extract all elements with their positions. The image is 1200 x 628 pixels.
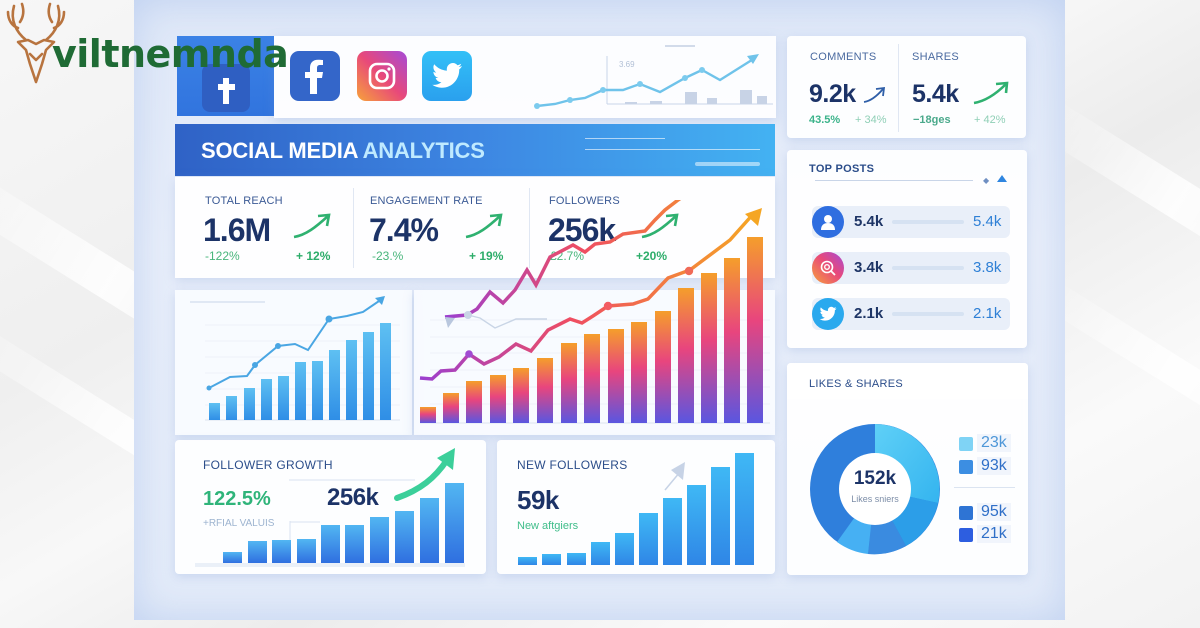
trend-up-icon <box>293 213 331 239</box>
shares-label: SHARES <box>912 51 960 63</box>
comments-sub-right: + 34% <box>855 114 887 126</box>
donut-center-value: 152k <box>853 468 897 489</box>
post-progress-bar <box>892 220 964 224</box>
trend-up-icon <box>465 213 503 239</box>
follower-growth-title: FOLLOWER GROWTH <box>203 458 333 472</box>
top-post-row[interactable]: 3.4k 3.8k <box>812 252 1010 284</box>
comments-sub-left: 43.5% <box>809 114 841 126</box>
brand-name: viltnemnda <box>52 32 289 76</box>
header-mini-chart: 3.69 <box>534 45 773 109</box>
shares-value: 5.4k <box>912 80 959 108</box>
new-followers-chart <box>518 453 754 565</box>
kpi-sub-right: + 12% <box>296 249 331 263</box>
deer-head-icon <box>6 2 66 84</box>
kpi-card <box>175 177 775 278</box>
banner-decoration <box>585 149 760 150</box>
legend-swatch <box>959 460 973 474</box>
shares-sub-right: + 42% <box>974 114 1006 126</box>
instagram-search-icon <box>812 252 844 284</box>
legend-value: 21k <box>977 525 1011 543</box>
post-value-secondary: 2.1k <box>973 305 1002 322</box>
top-posts-divider <box>815 180 973 181</box>
kpi-label-total-reach: TOTAL REACH <box>205 195 283 207</box>
likes-shares-header-band <box>787 363 1028 399</box>
post-value: 2.1k <box>854 305 884 322</box>
legend-value: 23k <box>977 434 1011 452</box>
facebook-button[interactable] <box>290 51 340 101</box>
likes-shares-title: LIKES & SHARES <box>809 378 904 390</box>
banner-decoration <box>585 138 665 139</box>
trend-up-icon <box>863 86 886 103</box>
svg-text:3.69: 3.69 <box>619 60 635 69</box>
legend-swatch <box>959 528 973 542</box>
new-followers-value: 59k <box>517 485 559 515</box>
divider <box>529 188 530 268</box>
shares-sub-left: −18ges <box>913 114 951 126</box>
legend-divider <box>954 487 1015 488</box>
divider <box>898 44 899 132</box>
twitter-icon <box>812 298 844 330</box>
new-followers-card: NEW FOLLOWERS 59k New aftgiers <box>497 440 775 574</box>
kpi-value-total-reach: 1.6M <box>203 212 271 248</box>
legend-swatch <box>959 437 973 451</box>
kpi-value-engagement-rate: 7.4% <box>369 212 439 248</box>
brand-logo: viltnemnda <box>6 2 289 88</box>
post-value-secondary: 3.8k <box>973 259 1002 276</box>
facebook-icon <box>305 59 323 94</box>
post-progress-bar <box>892 312 964 316</box>
new-followers-title: NEW FOLLOWERS <box>517 458 628 472</box>
kpi-sub-left: -23.% <box>372 249 404 263</box>
post-value-secondary: 5.4k <box>973 213 1002 230</box>
likes-shares-card: LIKES & SHARES 152k Likes sniers 23k 93k… <box>787 363 1028 575</box>
follower-growth-percent: 122.5% <box>203 488 271 510</box>
reach-chart <box>190 296 400 421</box>
banner-decoration <box>695 162 760 166</box>
top-post-row[interactable]: 5.4k 5.4k <box>812 206 1010 238</box>
page-title: SOCIAL MEDIA ANALYTICS <box>201 138 485 163</box>
legend-swatch <box>959 506 973 520</box>
legend-value: 95k <box>977 503 1011 521</box>
comments-shares-card: COMMENTS 9.2k 43.5% + 34% SHARES 5.4k −1… <box>787 36 1026 138</box>
follower-growth-card: FOLLOWER GROWTH 122.5% +RFIAL VALUIS 256… <box>175 440 486 574</box>
instagram-icon <box>368 62 396 90</box>
donut-center-label: Likes sniers <box>851 494 899 504</box>
facebook-nav-tile[interactable] <box>177 36 274 116</box>
followers-chart <box>419 200 770 424</box>
kpi-label-followers: FOLLOWERS <box>549 195 620 207</box>
top-posts-title: TOP POSTS <box>809 163 875 175</box>
kpi-sub-right: +20% <box>636 249 668 263</box>
instagram-button[interactable] <box>357 51 407 101</box>
divider <box>353 188 354 268</box>
kpi-sub-left: -122% <box>205 249 240 263</box>
post-progress-bar <box>892 266 964 270</box>
post-value: 5.4k <box>854 213 884 230</box>
expand-icon[interactable]: ◆ <box>983 176 990 185</box>
twitter-icon <box>432 63 462 88</box>
likes-shares-donut <box>810 424 940 555</box>
comments-label: COMMENTS <box>810 51 877 63</box>
facebook-icon <box>202 64 250 112</box>
twitter-button[interactable] <box>422 51 472 101</box>
follower-growth-value: 256k <box>327 484 379 511</box>
reach-chart-card <box>175 290 412 435</box>
kpi-sub-right: + 19% <box>469 249 504 263</box>
new-followers-sub: New aftgiers <box>517 520 579 532</box>
title-banner: SOCIAL MEDIA ANALYTICS <box>175 124 775 176</box>
sort-up-icon[interactable] <box>997 175 1007 182</box>
top-post-row[interactable]: 2.1k 2.1k <box>812 298 1010 330</box>
legend-value: 93k <box>977 457 1011 475</box>
comments-value: 9.2k <box>809 80 856 108</box>
post-value: 3.4k <box>854 259 884 276</box>
follower-growth-sub: +RFIAL VALUIS <box>203 518 275 529</box>
kpi-label-engagement-rate: ENGAGEMENT RATE <box>370 195 483 207</box>
follower-growth-chart <box>195 448 465 567</box>
trend-up-icon <box>641 213 679 239</box>
user-icon <box>812 206 844 238</box>
trend-up-icon <box>973 81 1009 105</box>
